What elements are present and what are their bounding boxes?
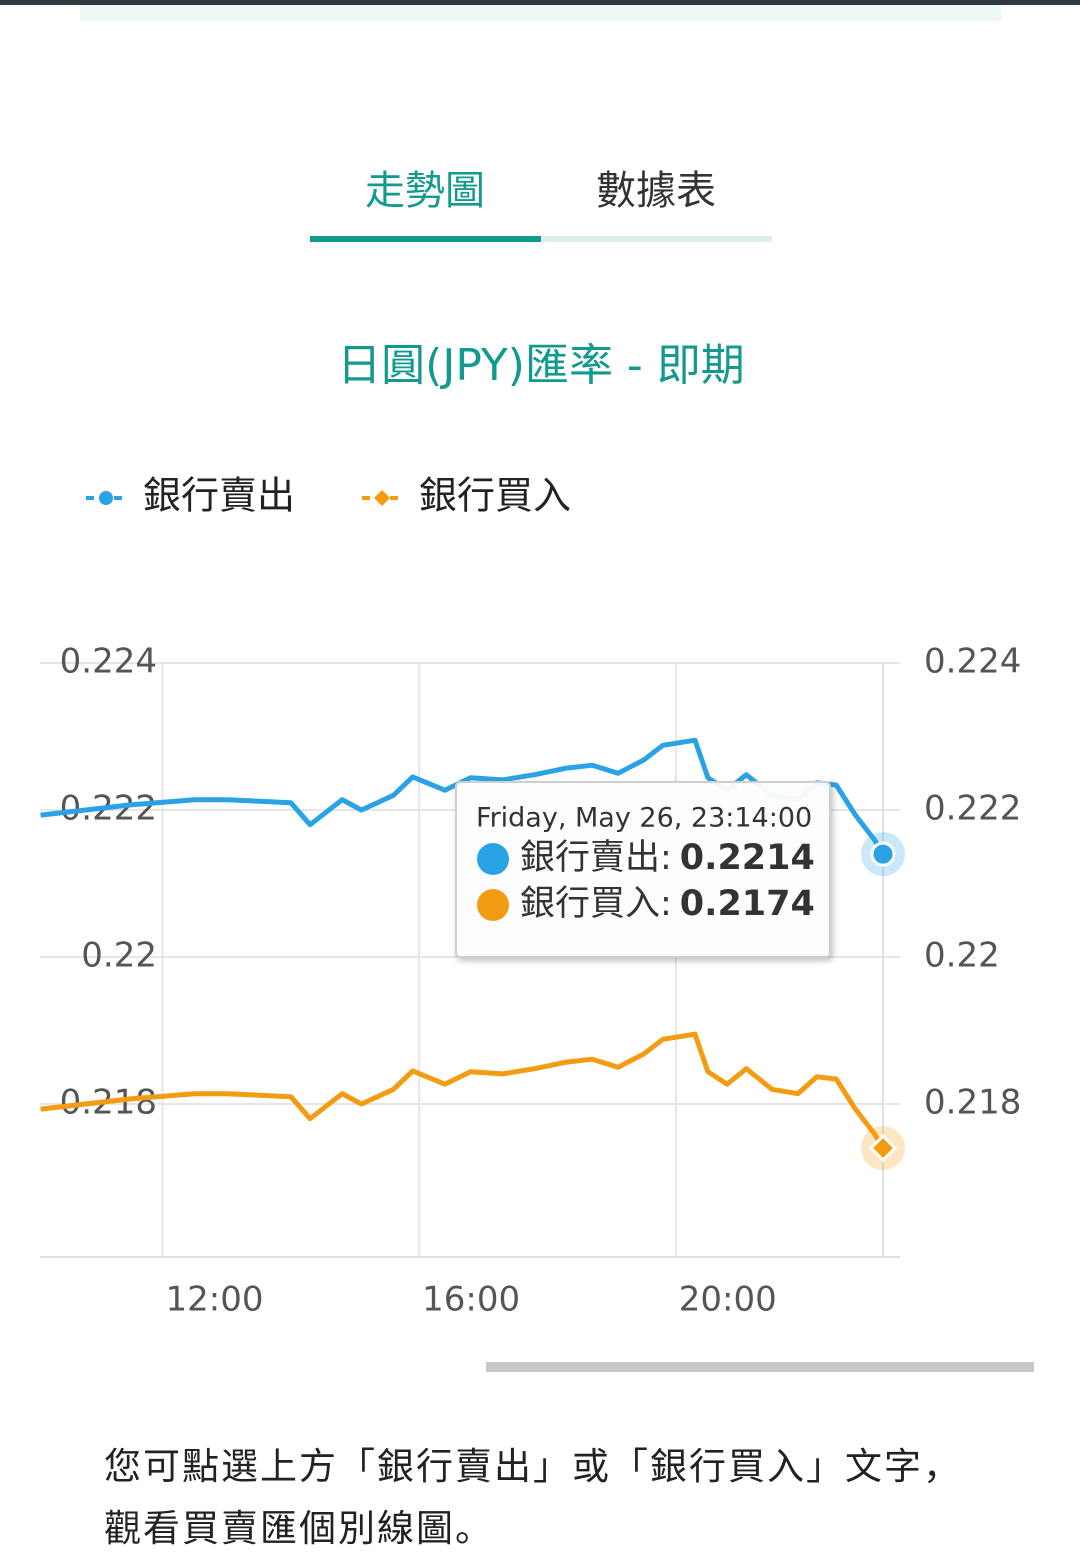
tooltip-marker [477,843,509,875]
end-point [868,1133,898,1163]
y2-tick-label: 0.222 [924,789,1021,829]
x-tick-label: 16:00 [422,1280,520,1320]
y2-tick-label: 0.22 [924,936,1000,976]
tooltip-box [455,781,831,958]
y-tick-label: 0.224 [60,642,157,682]
tooltip-label: 銀行賣出: [520,838,672,878]
end-point [870,841,896,867]
tooltip-label: 銀行買入: [520,884,672,924]
x-tick-label: 12:00 [166,1280,264,1320]
x-tick-label: 20:00 [679,1280,777,1320]
tooltip-value: 0.2174 [680,884,815,924]
tab-indicator [310,236,541,242]
legend-label: 銀行賣出 [143,474,295,518]
legend-marker [99,491,113,505]
y2-tick-label: 0.224 [924,642,1021,682]
tooltip-row: 銀行賣出: 0.2214 [520,838,815,878]
header-strip [80,5,1001,21]
tooltip-title: Friday, May 26, 23:14:00 [476,803,812,834]
tab[interactable]: 數據表 [596,168,716,214]
tooltip-marker [477,889,509,921]
y2-tick-label: 0.218 [924,1083,1021,1123]
tooltip-row: 銀行買入: 0.2174 [520,884,815,924]
series-line [40,1031,886,1150]
legend-label: 銀行買入 [419,474,571,518]
scrollbar[interactable] [486,1362,1034,1372]
legend-marker [374,490,390,506]
y-tick-label: 0.22 [81,936,157,976]
tooltip-value: 0.2214 [680,838,815,878]
chart-title: 日圓(JPY)匯率 - 即期 [337,340,745,391]
top-bar [0,0,1080,5]
tab-active[interactable]: 走勢圖 [365,168,485,214]
footer-text: 您可點選上方「銀行賣出」或「銀行買入」文字，觀看買賣匯個別線圖。 [104,1445,962,1550]
